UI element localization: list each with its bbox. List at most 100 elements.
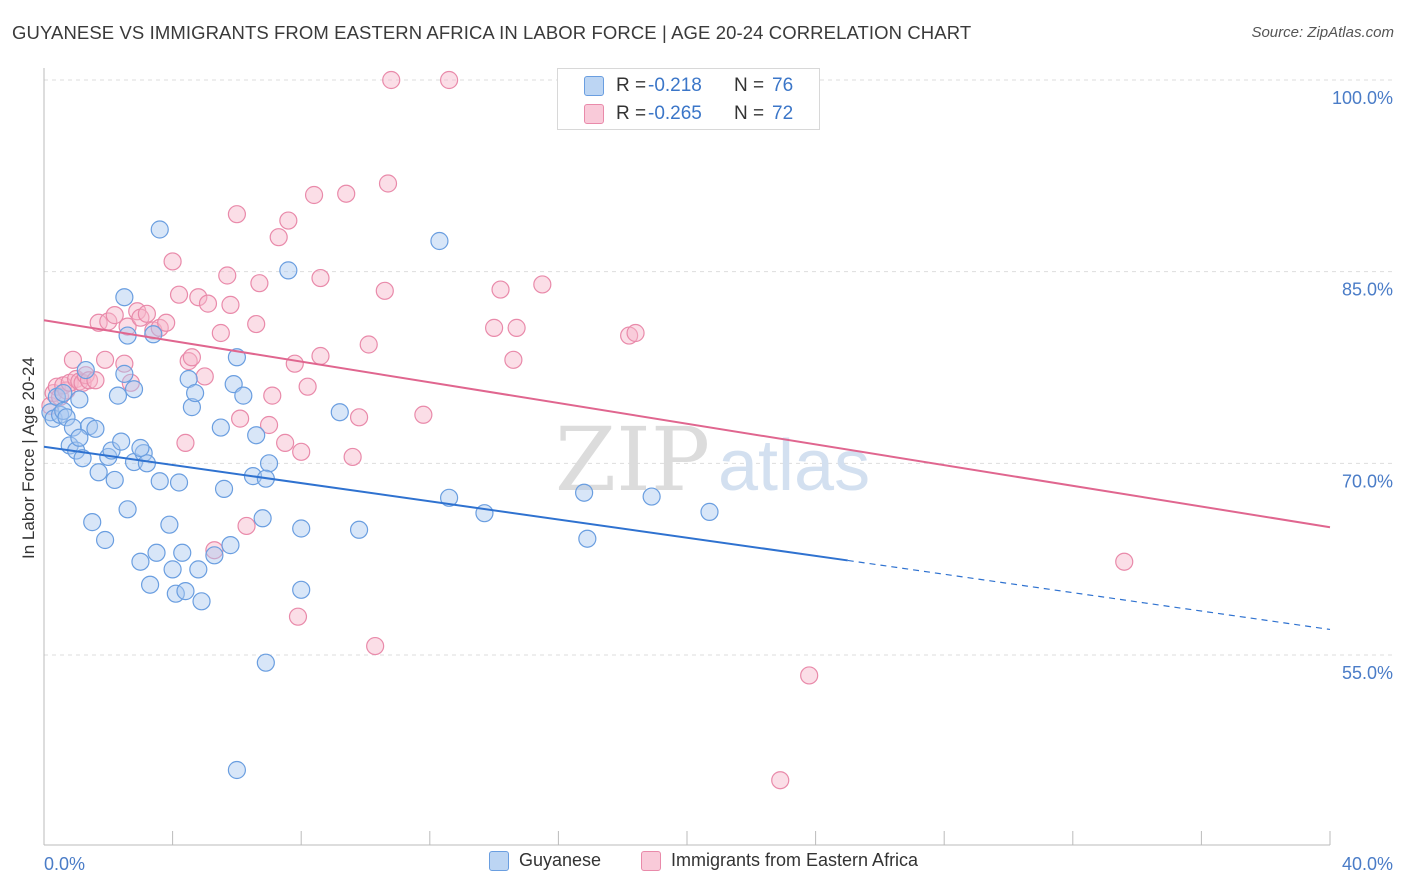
guyanese-point: [147, 543, 166, 562]
n-label: N =: [734, 75, 765, 96]
guyanese-point: [57, 408, 76, 427]
eastern-africa-point: [182, 348, 201, 367]
r-value: -0.265: [648, 103, 702, 124]
eastern-africa-point: [157, 313, 176, 332]
axes: [43, 68, 1331, 846]
eastern-africa-point: [285, 354, 304, 373]
eastern-africa-legend-swatch: [641, 850, 661, 871]
legend-item-eastern-africa[interactable]: Immigrants from Eastern Africa: [641, 850, 918, 871]
eastern-africa-point: [250, 274, 269, 293]
guyanese-point: [115, 288, 134, 307]
eastern-africa-point: [221, 295, 240, 314]
guyanese-legend-swatch: [489, 850, 509, 871]
guyanese-point: [108, 386, 128, 405]
guyanese-point: [137, 454, 156, 473]
eastern-africa-point: [227, 205, 246, 224]
eastern-africa-point: [163, 252, 182, 271]
eastern-africa-point: [169, 285, 189, 304]
eastern-africa-point: [63, 350, 83, 369]
guyanese-point: [182, 398, 201, 417]
eastern-africa-point: [279, 211, 298, 230]
guyanese-point: [700, 502, 719, 521]
guyanese-point: [63, 418, 83, 437]
r-label: R =: [616, 103, 647, 124]
trendlines: [43, 319, 1331, 631]
x-tick-labels: 0.0% 40.0%: [44, 854, 1393, 874]
eastern-africa-point: [359, 335, 378, 354]
guyanese-point: [150, 220, 169, 239]
guyanese-point: [95, 530, 115, 550]
guyanese-swatch: [584, 76, 604, 96]
eastern-africa-point: [491, 280, 510, 299]
eastern-africa-point: [485, 318, 504, 337]
eastern-africa-point: [533, 275, 552, 294]
guyanese-point: [144, 325, 163, 344]
guyanese-point: [150, 472, 169, 491]
eastern-africa-point: [137, 304, 156, 323]
guyanese-point: [192, 592, 211, 611]
n-value: 76: [772, 75, 794, 96]
guyanese-point: [83, 513, 102, 532]
eastern-africa-point: [95, 350, 115, 369]
n-value: 72: [772, 103, 794, 124]
y-tick-label: 85.0%: [1342, 280, 1393, 300]
guyanese-point: [70, 428, 89, 447]
guyanese-point: [163, 560, 182, 579]
series-eastern-africa-points: [41, 70, 1134, 790]
guyanese-point: [131, 552, 150, 571]
guyanese-trendline-extension: [847, 559, 1331, 631]
eastern-africa-point: [800, 666, 819, 685]
eastern-africa-point: [343, 447, 362, 467]
eastern-africa-point: [382, 70, 401, 90]
eastern-africa-point: [263, 386, 282, 405]
watermark-atlas: atlas: [718, 426, 870, 506]
guyanese-point: [112, 432, 131, 451]
eastern-africa-point: [414, 405, 433, 424]
y-tick-label: 100.0%: [1332, 88, 1393, 108]
eastern-africa-point: [89, 313, 108, 332]
guyanese-point: [176, 582, 195, 601]
r-value: -0.218: [648, 75, 702, 96]
eastern-africa-point: [366, 636, 385, 656]
eastern-africa-point: [231, 409, 250, 428]
guyanese-point: [54, 383, 73, 403]
chart-title: GUYANESE VS IMMIGRANTS FROM EASTERN AFRI…: [12, 22, 972, 43]
guyanese-point: [189, 560, 208, 579]
guyanese-point: [227, 760, 246, 780]
guyanese-point: [186, 383, 205, 403]
r-label: R =: [616, 75, 647, 96]
y-axis-title: In Labor Force | Age 20-24: [19, 357, 38, 559]
y-tick-labels: 55.0% 70.0% 85.0% 100.0%: [1332, 88, 1393, 683]
guyanese-point: [173, 543, 192, 562]
source-label: Source: ZipAtlas.com: [1251, 24, 1394, 41]
guyanese-point: [89, 463, 108, 482]
eastern-africa-point: [176, 433, 195, 452]
guyanese-trendline: [43, 445, 848, 562]
eastern-africa-trendline: [43, 319, 1331, 529]
guyanese-point: [70, 390, 89, 409]
x-tick-label: 40.0%: [1342, 854, 1393, 874]
eastern-africa-point: [298, 377, 317, 396]
legend-item-guyanese[interactable]: Guyanese: [489, 850, 601, 871]
guyanese-point: [256, 653, 275, 672]
eastern-africa-point: [79, 371, 99, 390]
guyanese-point: [211, 418, 230, 437]
eastern-africa-swatch: [584, 104, 604, 124]
guyanese-point: [221, 536, 240, 555]
eastern-africa-point: [771, 771, 790, 790]
eastern-africa-point: [211, 323, 230, 343]
guyanese-point: [575, 483, 594, 502]
eastern-africa-point: [311, 268, 330, 288]
eastern-africa-point: [76, 366, 95, 385]
eastern-africa-point: [311, 346, 330, 366]
eastern-africa-point: [439, 70, 459, 90]
guyanese-point: [118, 500, 137, 519]
n-label: N =: [734, 103, 765, 124]
guyanese-point: [76, 360, 95, 380]
watermark-zip: ZIP: [555, 408, 710, 511]
legend-label-guyanese: Guyanese: [519, 850, 602, 870]
eastern-africa-point: [247, 314, 266, 334]
guyanese-point: [330, 403, 349, 422]
guyanese-point: [259, 454, 279, 473]
